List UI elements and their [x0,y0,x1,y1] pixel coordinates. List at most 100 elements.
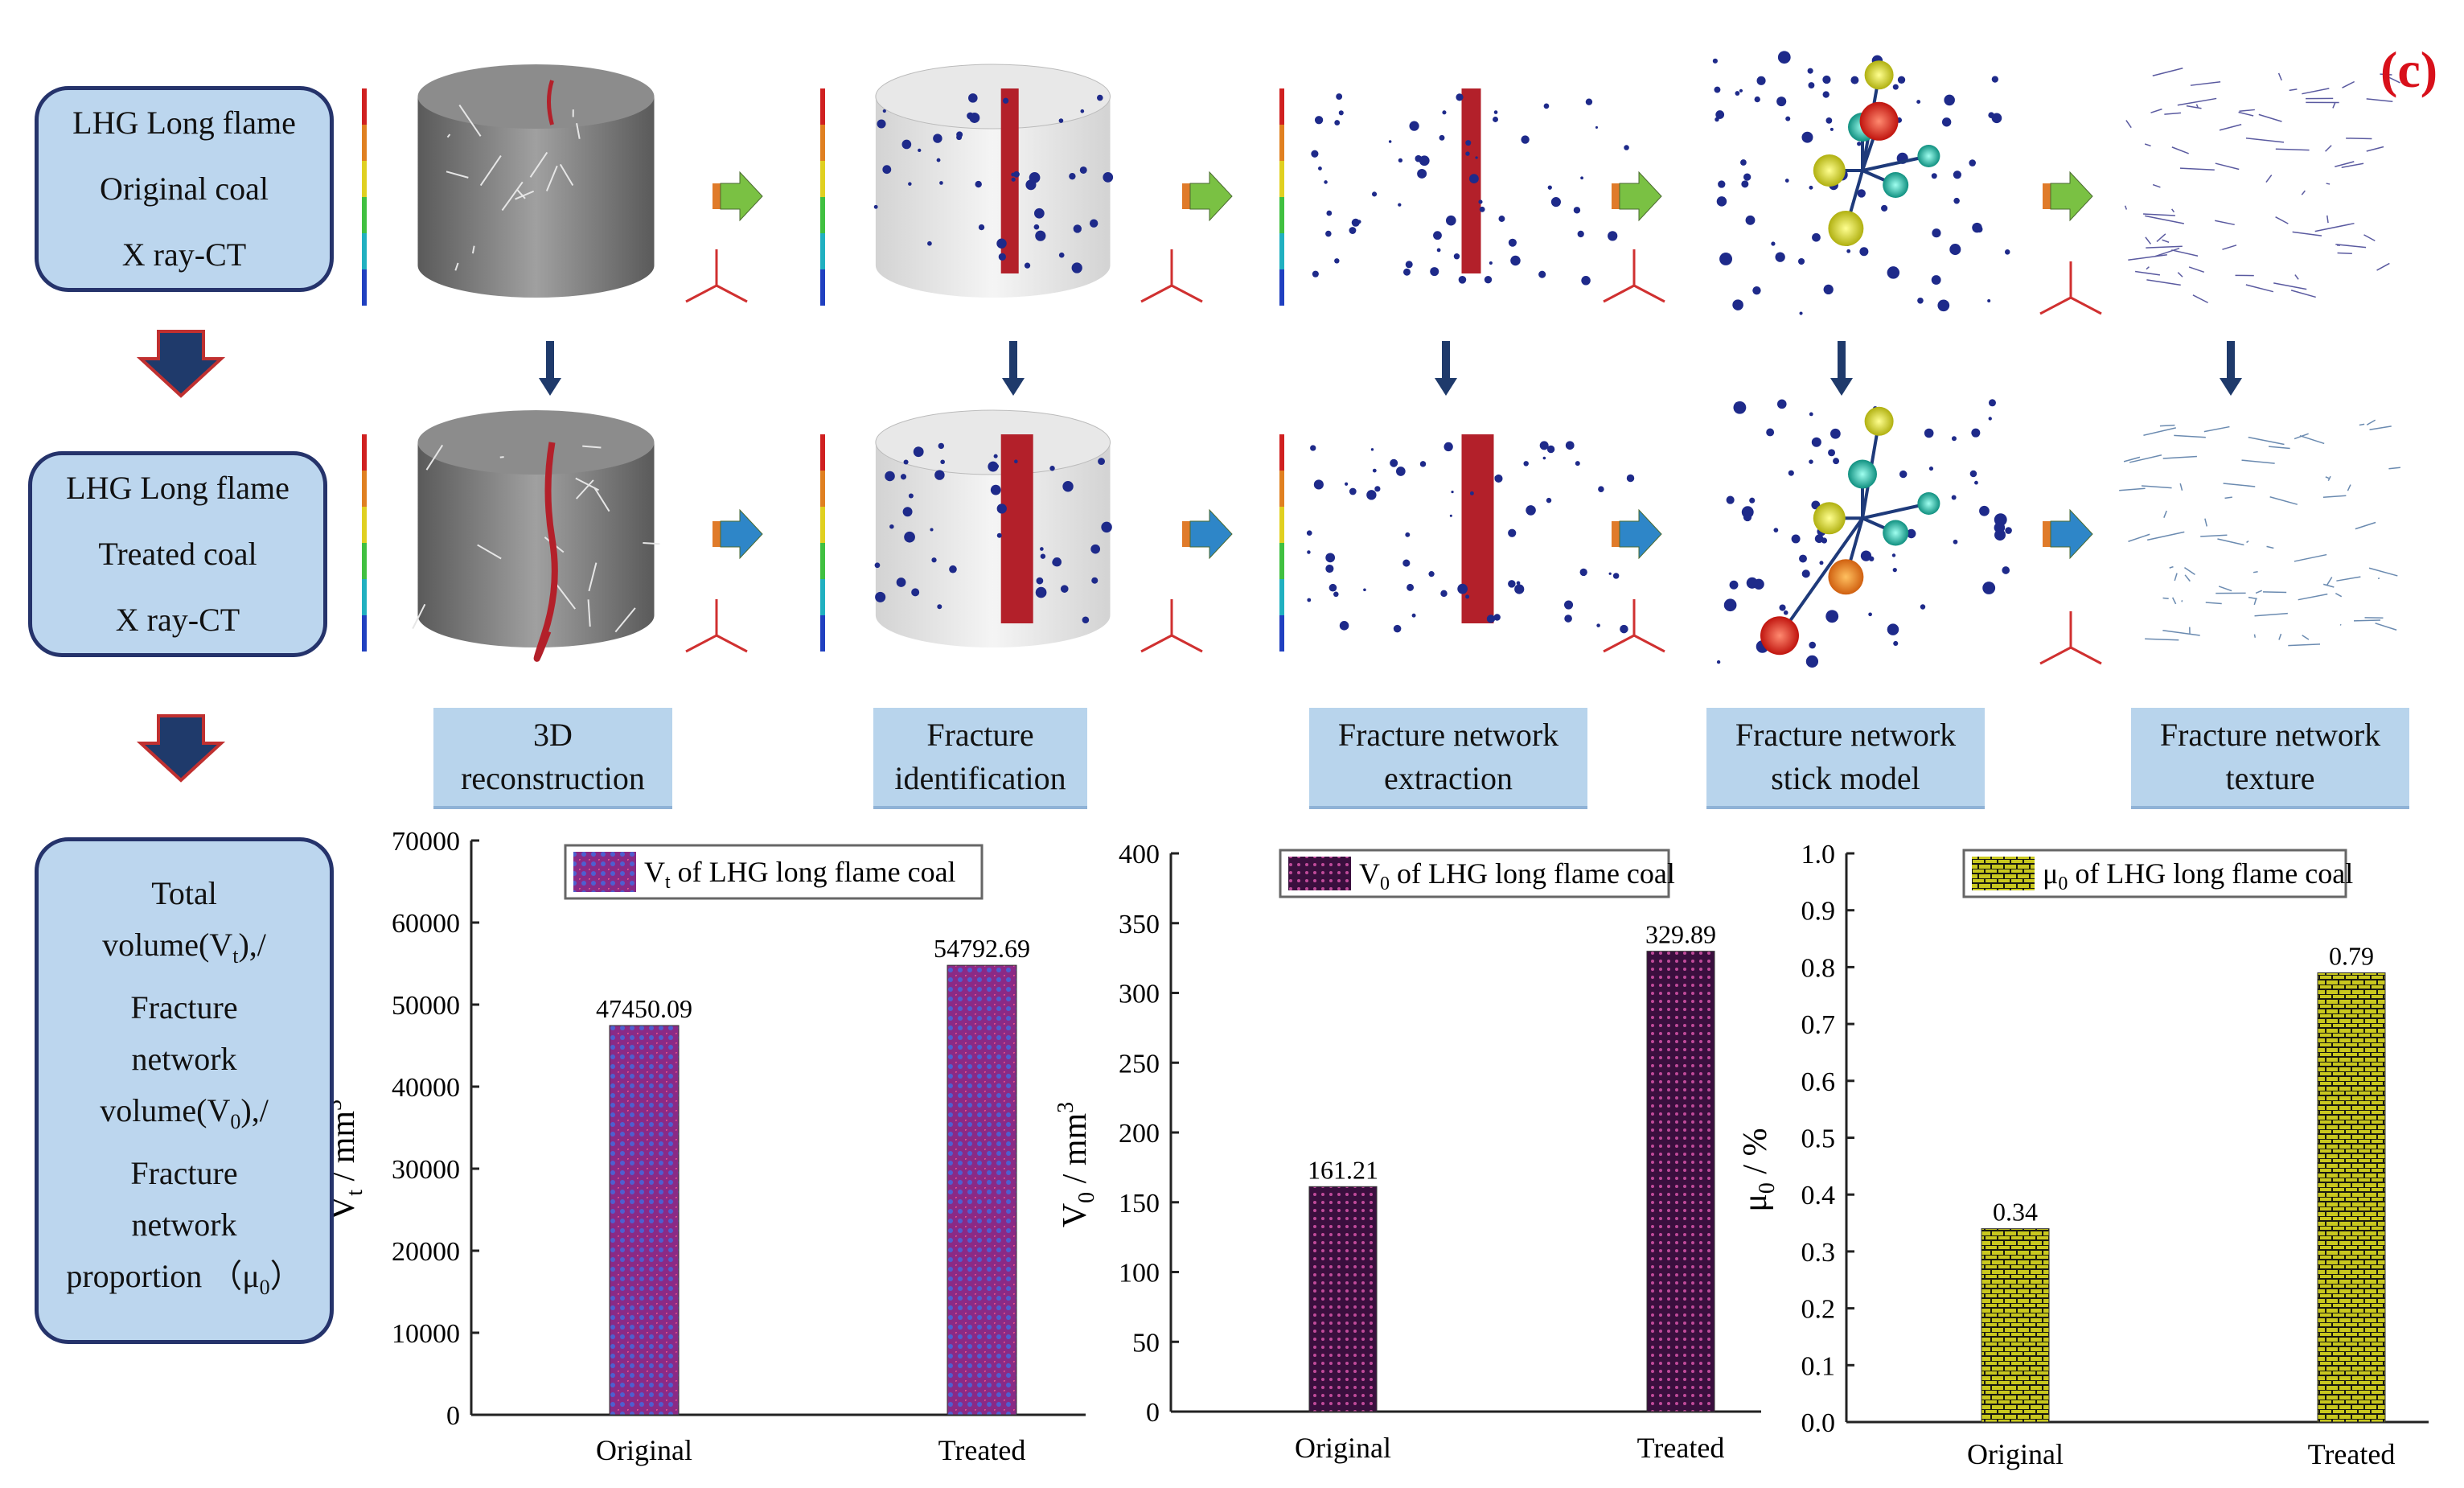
transparent-cylinder [875,97,1111,298]
colorbar-segment [820,161,825,197]
pore-node [1714,86,1721,93]
stage-line: LHG Long flame [66,470,290,506]
texture-line [2141,485,2172,489]
fracture-body [1000,88,1019,273]
step-label-texture: Fracture network texture [2131,708,2409,809]
texture-line [2224,496,2232,499]
chart-3: 0.0 0.1 0.2 0.3 0.4 0.5 0.6 0.7 0.8 0.9 1.0 0.34 Ori… [1737,840,2429,1470]
texture-line [2123,456,2141,462]
texture-line [2335,593,2343,598]
fracture-blob [1419,461,1427,467]
fracture-blob [874,562,881,569]
texture-line [2339,623,2342,626]
pore-node [1754,96,1760,103]
texture-line [2200,534,2228,537]
fracture-blob [1564,600,1574,610]
y-tick-label: 300 [1119,980,1160,1009]
fracture-blob [1538,270,1546,278]
texture-line [2332,102,2336,109]
y-tick-label: 10000 [392,1319,460,1349]
texture-line [2301,190,2306,195]
fracture-blob [1542,456,1546,460]
texture-line [2147,531,2185,541]
colorbar-segment [1279,197,1284,233]
texture-line [2326,183,2331,185]
fracture-blob [1372,468,1377,473]
pore-node [1931,173,1937,179]
texture-line [2294,553,2327,562]
y-tick-label: 30000 [392,1155,460,1185]
pore-node [1953,539,1958,545]
fracture-blob [996,504,1007,514]
fracture-blob [1324,180,1328,184]
fracture-blob [1453,253,1460,260]
colorbar-segment [1279,233,1284,269]
colorbar-segment [1279,471,1284,507]
colorbar-segment [1279,507,1284,543]
throat-stick [1862,154,1929,172]
y-tick-label: 70000 [392,827,460,857]
fracture-blob [1451,490,1454,494]
pore-ball [1813,502,1846,535]
right-arrow-icon [713,171,763,222]
pore-ball [1883,172,1909,198]
texture-line [2258,113,2282,122]
texture-line [2255,590,2263,594]
texture-line [2146,279,2181,286]
fracture-blob [1098,458,1105,466]
fracture-body [1461,434,1494,623]
texture-line [2186,105,2202,109]
chart-2: 0 50 100 150 200 250 300 350 400 161.21 Original 32… [1053,840,1761,1464]
fracture-blob [1498,216,1505,222]
pore-node [1924,428,1934,438]
fracture-blob [1103,172,1114,183]
pore-node [1773,528,1779,532]
pore-node [1733,401,1747,414]
y-tick-label: 0.4 [1801,1181,1836,1211]
pore-node [1949,244,1961,256]
fracture-blob [1469,491,1474,495]
fracture-blob [1436,248,1441,253]
ct-panel-original-4 [1712,51,2010,315]
fracture-blob [933,134,942,143]
metrics-box: Total volume(Vt),/ Fracture network volume(V… [35,837,334,1344]
step-line: texture [2225,760,2315,796]
pore-node [1719,253,1733,265]
fracture-blob [1543,103,1550,109]
fracture-blob [931,557,937,563]
ct-panel-original-1 [362,64,748,306]
bar-charts: 0 10000 20000 30000 40000 50000 60000 70000 4745… [322,827,2429,1470]
fracture-blob [1565,441,1575,450]
pore-node [1869,556,1875,561]
pore-node [1821,537,1828,544]
step-line: extraction [1384,760,1513,796]
pore-node [1825,117,1833,124]
fracture-blob [1608,231,1618,241]
colorbar-segment [1279,543,1284,579]
mineral-vein [593,487,610,512]
texture-line [2162,239,2170,243]
data-label: 329.89 [1645,920,1716,949]
fracture-blob [1080,109,1085,113]
texture-line [2222,245,2237,250]
texture-line [2241,459,2275,464]
axis-triad-icon [685,599,748,653]
fracture-blob [969,112,980,123]
texture-line [2128,254,2167,261]
colorbar-segment [362,161,367,197]
fracture-blob [1546,445,1555,454]
y-tick-label: 0.0 [1801,1408,1836,1438]
texture-line [2336,576,2361,582]
stage-line: LHG Long flame [72,105,296,141]
fracture-blob [908,493,914,499]
fracture-blob [1349,487,1357,495]
fracture-blob [1034,208,1045,219]
pore-ball [1883,520,1909,546]
fracture-blob [1465,594,1470,599]
x-tick-label: Treated [2308,1438,2396,1470]
data-label: 47450.09 [596,994,692,1023]
texture-line [2299,434,2325,445]
colorbar-segment [362,197,367,233]
fracture-blob [902,507,913,517]
pore-node [1899,470,1908,479]
